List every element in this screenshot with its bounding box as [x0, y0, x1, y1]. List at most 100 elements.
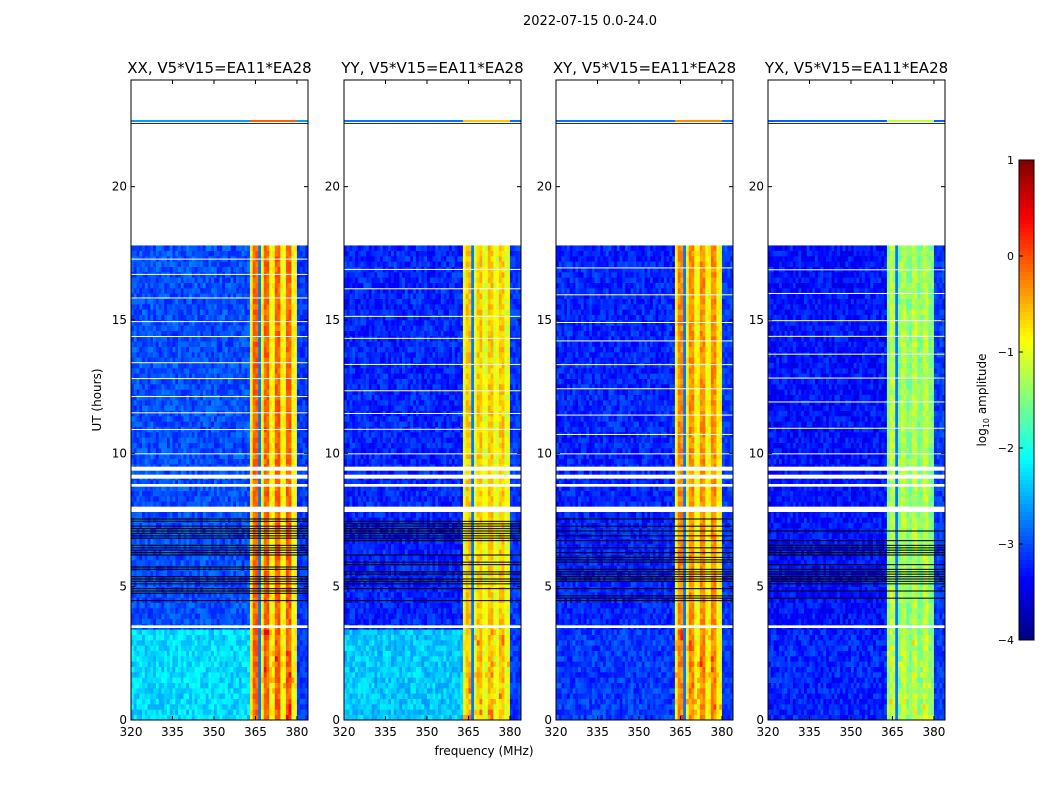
heatmap-cell — [189, 437, 193, 443]
heatmap-cell — [133, 640, 137, 646]
heatmap-cell — [230, 437, 234, 443]
heatmap-cell — [166, 640, 171, 646]
heatmap-cell — [283, 410, 287, 417]
heatmap-cell — [150, 400, 154, 406]
heatmap-cell — [277, 384, 281, 390]
heatmap-cell — [131, 560, 135, 566]
heatmap-cell — [194, 330, 198, 337]
heatmap-cell — [178, 512, 182, 518]
heatmap-cell — [222, 650, 226, 657]
heatmap-cell — [186, 330, 190, 337]
heatmap-cell — [202, 538, 206, 545]
heatmap-cell — [305, 650, 309, 657]
heatmap-cell — [205, 538, 209, 545]
heatmap-cell — [288, 362, 292, 369]
heatmap-cell — [249, 437, 253, 443]
heatmap-cell — [299, 480, 303, 486]
heatmap-cell — [230, 336, 234, 342]
heatmap-cell — [153, 496, 157, 502]
heatmap-cell — [175, 661, 179, 667]
heatmap-cell — [285, 666, 289, 673]
heatmap-cell — [158, 368, 162, 374]
heatmap-cell — [285, 645, 289, 651]
heatmap-cell — [150, 325, 154, 331]
heatmap-cell — [155, 650, 159, 657]
heatmap-cell — [142, 682, 146, 689]
heatmap-cell — [294, 629, 298, 635]
heatmap-cell — [175, 570, 179, 577]
heatmap-cell — [131, 405, 135, 411]
heatmap-cell — [238, 490, 242, 497]
heatmap-cell — [186, 496, 190, 502]
heatmap-cell — [288, 709, 292, 715]
heatmap-cell — [164, 490, 168, 497]
heatmap-cell — [244, 480, 248, 486]
heatmap-cell — [269, 688, 273, 694]
heatmap-cell — [194, 640, 198, 646]
heatmap-cell — [272, 490, 276, 497]
heatmap-cell — [222, 682, 226, 689]
heatmap-cell — [219, 672, 223, 678]
heatmap-cell — [241, 378, 245, 385]
heatmap-cell — [161, 522, 165, 529]
heatmap-cell — [178, 677, 182, 683]
heatmap-cell — [213, 693, 218, 699]
heatmap-cell — [186, 693, 190, 699]
heatmap-cell — [139, 496, 143, 502]
heatmap-cell — [274, 522, 278, 529]
heatmap-cell — [241, 682, 245, 689]
heatmap-cell — [255, 330, 259, 337]
heatmap-cell — [175, 682, 179, 689]
heatmap-cell — [131, 320, 135, 326]
heatmap-cell — [211, 570, 215, 577]
heatmap-cell — [219, 592, 223, 598]
heatmap-cell — [294, 661, 298, 667]
heatmap-cell — [205, 458, 209, 465]
heatmap-cell — [277, 485, 281, 491]
heatmap-cell — [263, 378, 267, 385]
heatmap-cell — [211, 608, 215, 614]
heatmap-cell — [133, 501, 137, 507]
heatmap-cell — [183, 448, 187, 454]
heatmap-cell — [189, 432, 193, 438]
heatmap-cell — [296, 373, 301, 379]
heatmap-cell — [230, 410, 234, 417]
heatmap-cell — [194, 672, 198, 678]
heatmap-cell — [183, 485, 187, 491]
heatmap-cell — [283, 346, 287, 353]
heatmap-cell — [175, 634, 179, 641]
heatmap-cell — [136, 682, 140, 689]
heatmap-cell — [189, 688, 193, 694]
heatmap-cell — [200, 522, 204, 529]
heatmap-cell — [205, 357, 209, 363]
heatmap-cell — [305, 592, 309, 598]
heatmap-cell — [183, 666, 187, 673]
heatmap-cell — [202, 341, 206, 347]
heatmap-cell — [283, 330, 287, 337]
heatmap-cell — [155, 352, 159, 358]
heatmap-cell — [194, 496, 198, 502]
heatmap-cell — [247, 693, 251, 699]
heatmap-cell — [153, 352, 157, 358]
heatmap-cell — [213, 560, 218, 566]
heatmap-cell — [161, 709, 165, 715]
heatmap-cell — [219, 442, 223, 449]
heatmap-cell — [144, 613, 148, 619]
heatmap-cell — [296, 437, 301, 443]
heatmap-cell — [139, 314, 143, 321]
heatmap-cell — [225, 677, 229, 683]
heatmap-cell — [205, 544, 209, 550]
heatmap-cell — [296, 608, 301, 614]
heatmap-cell — [175, 698, 179, 705]
heatmap-cell — [131, 570, 135, 577]
heatmap-cell — [133, 608, 137, 614]
heatmap-cell — [194, 704, 198, 710]
heatmap-cell — [247, 373, 251, 379]
heatmap-cell — [197, 373, 201, 379]
heatmap-cell — [205, 320, 209, 326]
heatmap-cell — [186, 634, 190, 641]
heatmap-cell — [208, 384, 212, 390]
heatmap-cell — [180, 698, 184, 705]
heatmap-cell — [169, 416, 173, 422]
heatmap-cell — [294, 618, 298, 625]
